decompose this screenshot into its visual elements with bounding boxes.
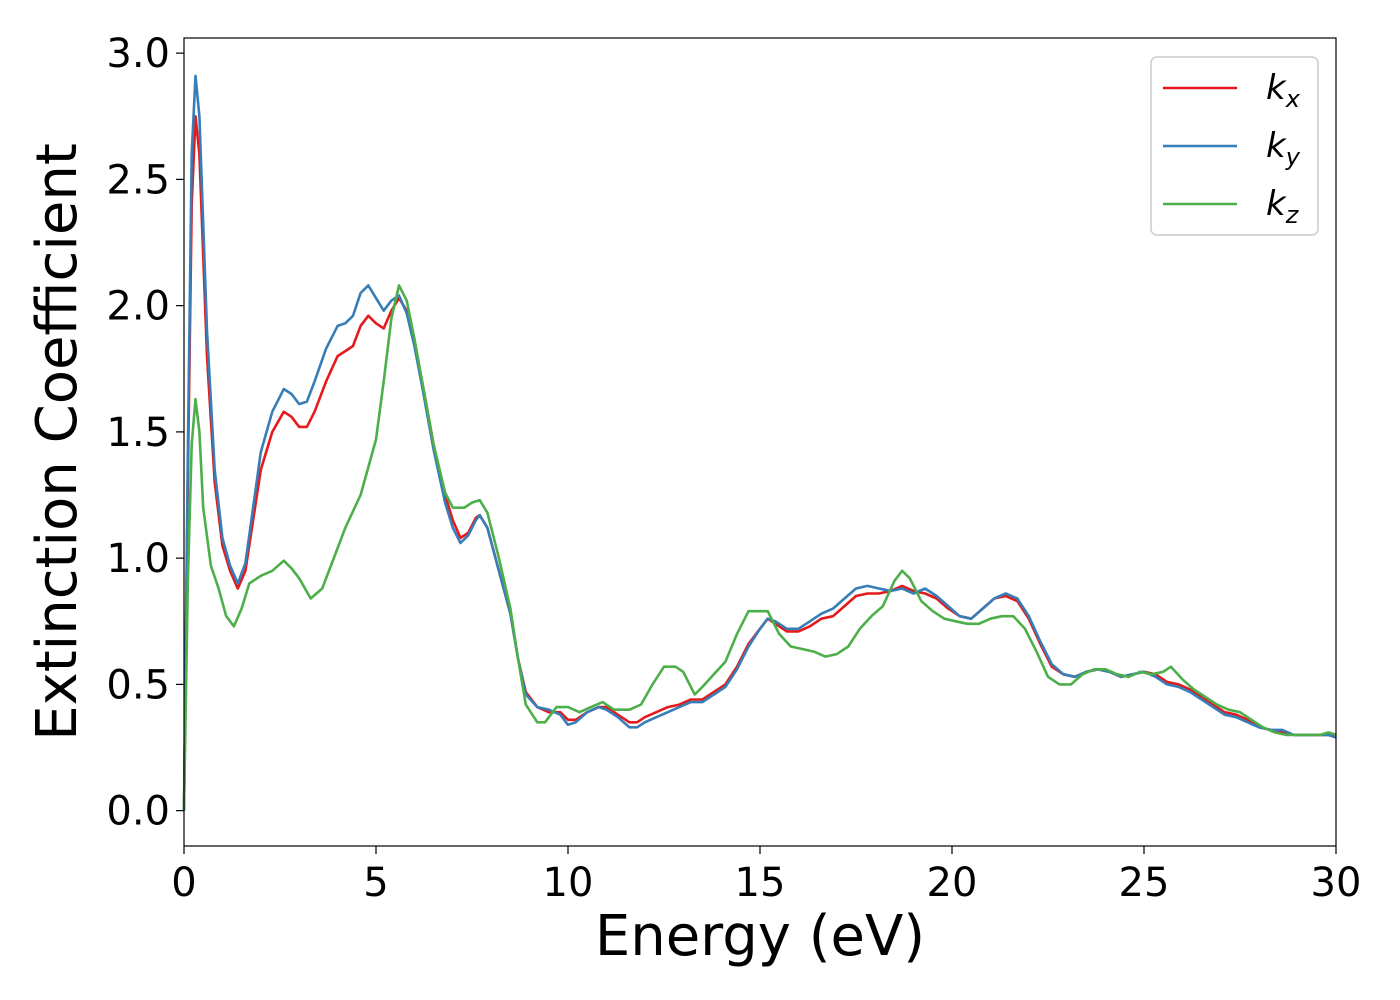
series-line-kz (182, 284, 1337, 811)
x-tick-label: 5 (363, 860, 388, 906)
x-axis-label: Energy (eV) (595, 904, 925, 969)
x-ticks: 0 5 10 15 20 25 30 (171, 846, 1361, 906)
y-ticks: 0.0 0.5 1.0 1.5 2.0 2.5 3.0 (106, 31, 184, 835)
x-tick-label: 25 (1119, 860, 1170, 906)
y-tick-label: 2.5 (106, 157, 170, 203)
y-tick-label: 0.5 (106, 662, 170, 708)
y-tick-label: 1.5 (106, 410, 170, 456)
y-tick-label: 1.0 (106, 536, 170, 582)
lines-layer (182, 74, 1337, 811)
y-axis-label: Extinction Coefficient (25, 143, 90, 741)
y-tick-label: 3.0 (106, 31, 170, 77)
legend-label-ky: ky (1266, 126, 1301, 171)
legend-label-kz: kz (1266, 184, 1300, 229)
legend: kx ky kz (1150, 56, 1319, 236)
legend-items: kx ky kz (1163, 68, 1301, 229)
y-tick-label: 2.0 (106, 284, 170, 330)
x-tick-label: 15 (735, 860, 786, 906)
x-tick-label: 10 (543, 860, 594, 906)
x-tick-label: 20 (927, 860, 978, 906)
legend-label-kx: kx (1266, 68, 1301, 113)
x-tick-label: 30 (1311, 860, 1362, 906)
y-tick-label: 0.0 (106, 789, 170, 835)
x-tick-label: 0 (171, 860, 196, 906)
